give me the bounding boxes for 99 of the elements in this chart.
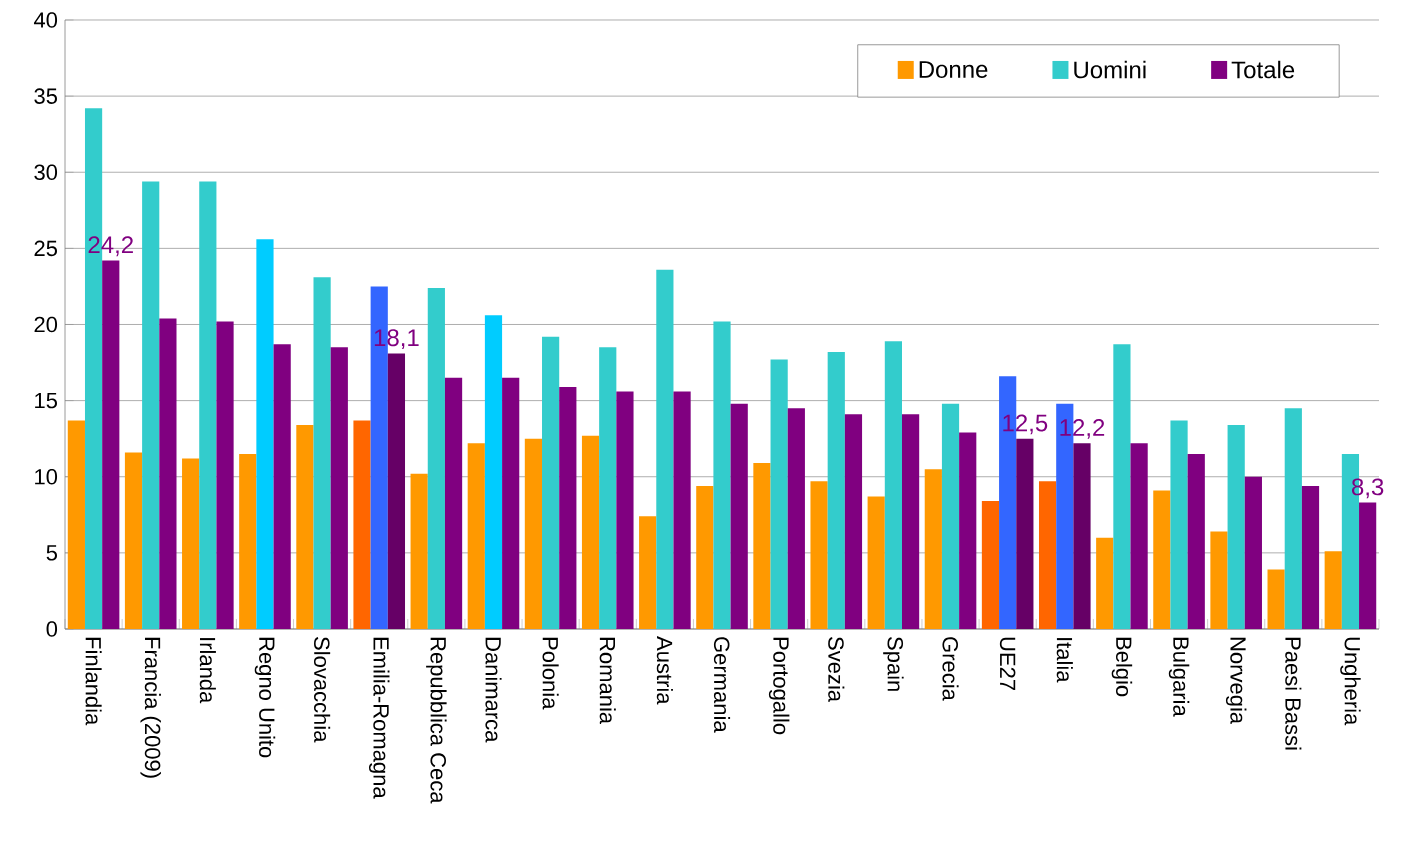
bar: [787, 408, 805, 629]
x-tick-label: Regno Unito: [254, 637, 276, 758]
bar: [1016, 438, 1034, 629]
x-tick-label: Emilia-Romagna: [368, 637, 390, 799]
x-tick-label: Bulgaria: [1168, 637, 1190, 717]
bar: [142, 181, 160, 629]
x-tick-label: Irlanda: [199, 638, 216, 704]
bar: [713, 321, 731, 629]
bar: [1038, 481, 1057, 629]
bar: [753, 463, 771, 629]
y-tick-label: 5: [46, 545, 57, 561]
bar: [444, 377, 463, 629]
y-tick-label: 40: [33, 12, 58, 28]
bar: [696, 485, 714, 629]
bar: [959, 432, 977, 629]
x-tick-label: Francia (2009): [140, 637, 161, 778]
x-tick-label: Spain: [883, 637, 904, 691]
bar: [581, 435, 600, 629]
bar: [981, 501, 1000, 629]
x-tick-label: Romania: [599, 637, 616, 725]
bar: [1130, 443, 1148, 629]
bar: [599, 347, 617, 629]
x-tick-label: Polonia: [542, 637, 559, 710]
bar: [524, 438, 543, 629]
bar: [810, 481, 828, 629]
x-tick-label: Paesi Bassi: [1285, 637, 1302, 750]
x-tick-label: UE27: [999, 637, 1016, 690]
bar: [1244, 476, 1262, 629]
x-tick-label: Slovacchia: [314, 637, 331, 743]
bar: [656, 269, 674, 629]
legend-label: Totale: [1231, 60, 1295, 79]
bar: [199, 181, 217, 629]
bar: [884, 341, 902, 629]
x-tick-label: Grecia: [942, 637, 959, 701]
bar: [1153, 490, 1171, 629]
bar: [1170, 420, 1188, 629]
bar: [1187, 453, 1205, 629]
bar: [902, 414, 920, 629]
bar: [1284, 408, 1302, 629]
bar: [673, 391, 691, 629]
bar: [313, 277, 331, 629]
bar: [1096, 537, 1114, 629]
bar: [1359, 502, 1377, 629]
y-tick-label: 35: [34, 88, 57, 104]
x-tick-label: Germania: [713, 637, 731, 733]
x-tick-label: Italia: [1056, 638, 1073, 683]
bar: [124, 452, 143, 629]
y-tick-label: 30: [34, 164, 58, 181]
bar: [1301, 485, 1320, 629]
y-tick-label: 10: [35, 468, 58, 485]
bar: [924, 469, 942, 629]
y-tick-label: 25: [34, 240, 57, 257]
bar: [330, 347, 348, 629]
legend-label: Donne: [919, 61, 988, 78]
bar: [239, 453, 257, 629]
bar: [867, 496, 885, 629]
bar: [484, 315, 503, 629]
x-tick-label: Norvegia: [1225, 637, 1247, 725]
bar: [639, 516, 657, 629]
bar: [467, 443, 485, 629]
x-tick-label: Belgio: [1111, 637, 1133, 697]
bar: [1324, 551, 1342, 629]
bar: [67, 420, 85, 629]
bar: [1113, 344, 1131, 629]
bar: [616, 391, 634, 629]
x-tick-label: Svezia: [828, 637, 845, 703]
bar: [827, 351, 845, 629]
y-tick-label: 15: [35, 392, 57, 409]
bar: [216, 321, 234, 629]
bar: [1073, 443, 1091, 629]
bar: [427, 287, 445, 629]
bar: [559, 386, 577, 629]
y-tick-label: 0: [46, 621, 58, 637]
bar: [1267, 569, 1285, 629]
bar: [844, 414, 863, 629]
bar: [387, 353, 406, 629]
bar: [770, 359, 788, 629]
bar: [542, 336, 560, 629]
bar: [182, 458, 200, 629]
bar: [502, 377, 520, 629]
bar: [159, 318, 177, 629]
bar: [1227, 424, 1245, 629]
x-tick-label: Austria: [656, 636, 673, 705]
bar: [730, 403, 748, 629]
bar: [102, 260, 120, 629]
x-tick-label: Portogallo: [768, 637, 790, 735]
bar: [353, 420, 371, 629]
bar: [273, 344, 291, 629]
x-tick-label: Finlandia: [85, 637, 102, 726]
x-tick-label: Ungheria: [1340, 637, 1361, 726]
x-tick-label: Danimarca: [485, 637, 502, 743]
bar: [296, 424, 314, 629]
y-tick-label: 20: [34, 316, 58, 333]
legend-label: Uomini: [1074, 60, 1146, 79]
bar: [1210, 531, 1228, 629]
bar: [941, 403, 960, 629]
x-tick-label: Repubblica Ceca: [426, 637, 447, 804]
bar: [256, 239, 274, 629]
bar: [410, 473, 428, 629]
